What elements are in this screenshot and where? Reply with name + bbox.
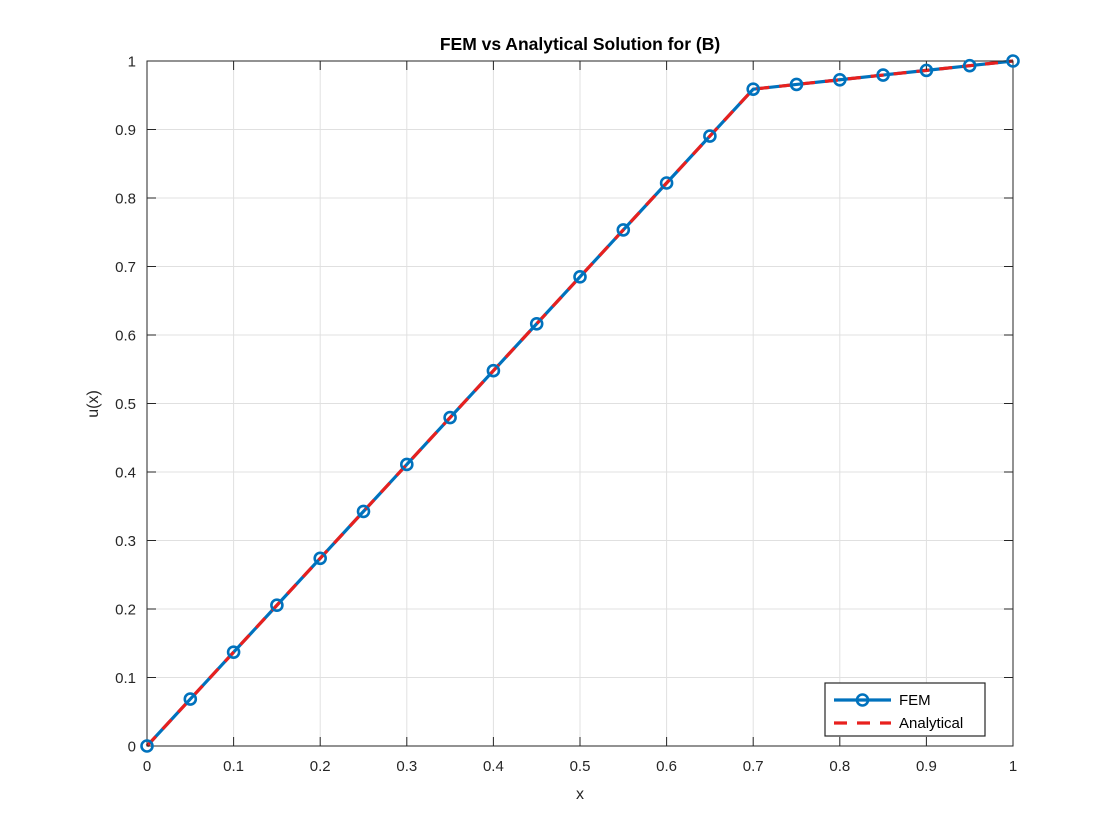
fem-marker [573, 270, 587, 284]
legend-label-analytical: Analytical [899, 715, 963, 732]
fem-marker [789, 77, 804, 92]
fem-marker [313, 551, 328, 566]
y-tick-label: 0.2 [115, 602, 136, 619]
y-tick-label: 0 [128, 739, 136, 756]
y-tick-label: 0.5 [115, 396, 136, 413]
fem-marker [183, 692, 198, 706]
y-tick-label: 0.1 [115, 670, 136, 687]
y-axis-label: u(x) [85, 390, 102, 418]
fem-marker [226, 645, 241, 659]
y-tick-label: 1 [128, 54, 136, 71]
fem-marker [876, 68, 890, 82]
fem-marker [443, 410, 457, 425]
analytical-line [145, 59, 1014, 748]
x-tick-label: 0.2 [310, 758, 331, 775]
x-tick-label: 0.5 [570, 758, 591, 775]
x-tick-label: 0.3 [396, 758, 417, 775]
y-tick-label: 0.9 [115, 122, 136, 139]
fem-marker [919, 63, 934, 78]
fem-marker [399, 457, 414, 472]
y-tick-label: 0.3 [115, 533, 136, 550]
y-tick-label: 0.4 [115, 465, 136, 482]
x-tick-label: 0.6 [656, 758, 677, 775]
fem-marker [1006, 54, 1020, 68]
y-tick-label: 0.6 [115, 328, 136, 345]
fem-marker [270, 598, 284, 613]
legend-box [824, 682, 986, 737]
data-markers [140, 54, 1020, 753]
x-axis-label: x [576, 786, 584, 803]
x-tick-label: 0.9 [916, 758, 937, 775]
tick-labels: 0 0.1 0.2 0.3 0.4 0.5 0.6 0.7 0.8 0.9 1 0 0.1 0.2 0.3 0… [115, 54, 1017, 776]
x-tick-label: 0.1 [223, 758, 244, 775]
fem-marker [659, 176, 674, 190]
legend-label-fem: FEM [899, 692, 931, 709]
legend-marker-fem [855, 693, 870, 707]
fem-marker [486, 363, 501, 378]
fem-marker [529, 316, 544, 331]
tick-marks [146, 60, 1014, 747]
fem-marker [703, 129, 717, 143]
x-tick-label: 0.8 [829, 758, 850, 775]
fem-marker [832, 72, 847, 87]
fem-marker [746, 82, 761, 96]
fem-marker [356, 504, 371, 519]
fem-marker [140, 739, 154, 753]
legend: FEM Analytical [824, 682, 986, 737]
x-tick-label: 0 [143, 758, 151, 775]
gridlines [146, 60, 1014, 747]
fem-marker [962, 58, 977, 73]
fem-marker [616, 223, 631, 237]
y-tick-label: 0.7 [115, 259, 136, 276]
x-tick-label: 0.7 [743, 758, 764, 775]
data-series [145, 59, 1014, 748]
x-tick-label: 1 [1009, 758, 1017, 775]
x-tick-label: 0.4 [483, 758, 504, 775]
y-tick-label: 0.8 [115, 191, 136, 208]
chart-title: FEM vs Analytical Solution for (B) [440, 34, 720, 54]
